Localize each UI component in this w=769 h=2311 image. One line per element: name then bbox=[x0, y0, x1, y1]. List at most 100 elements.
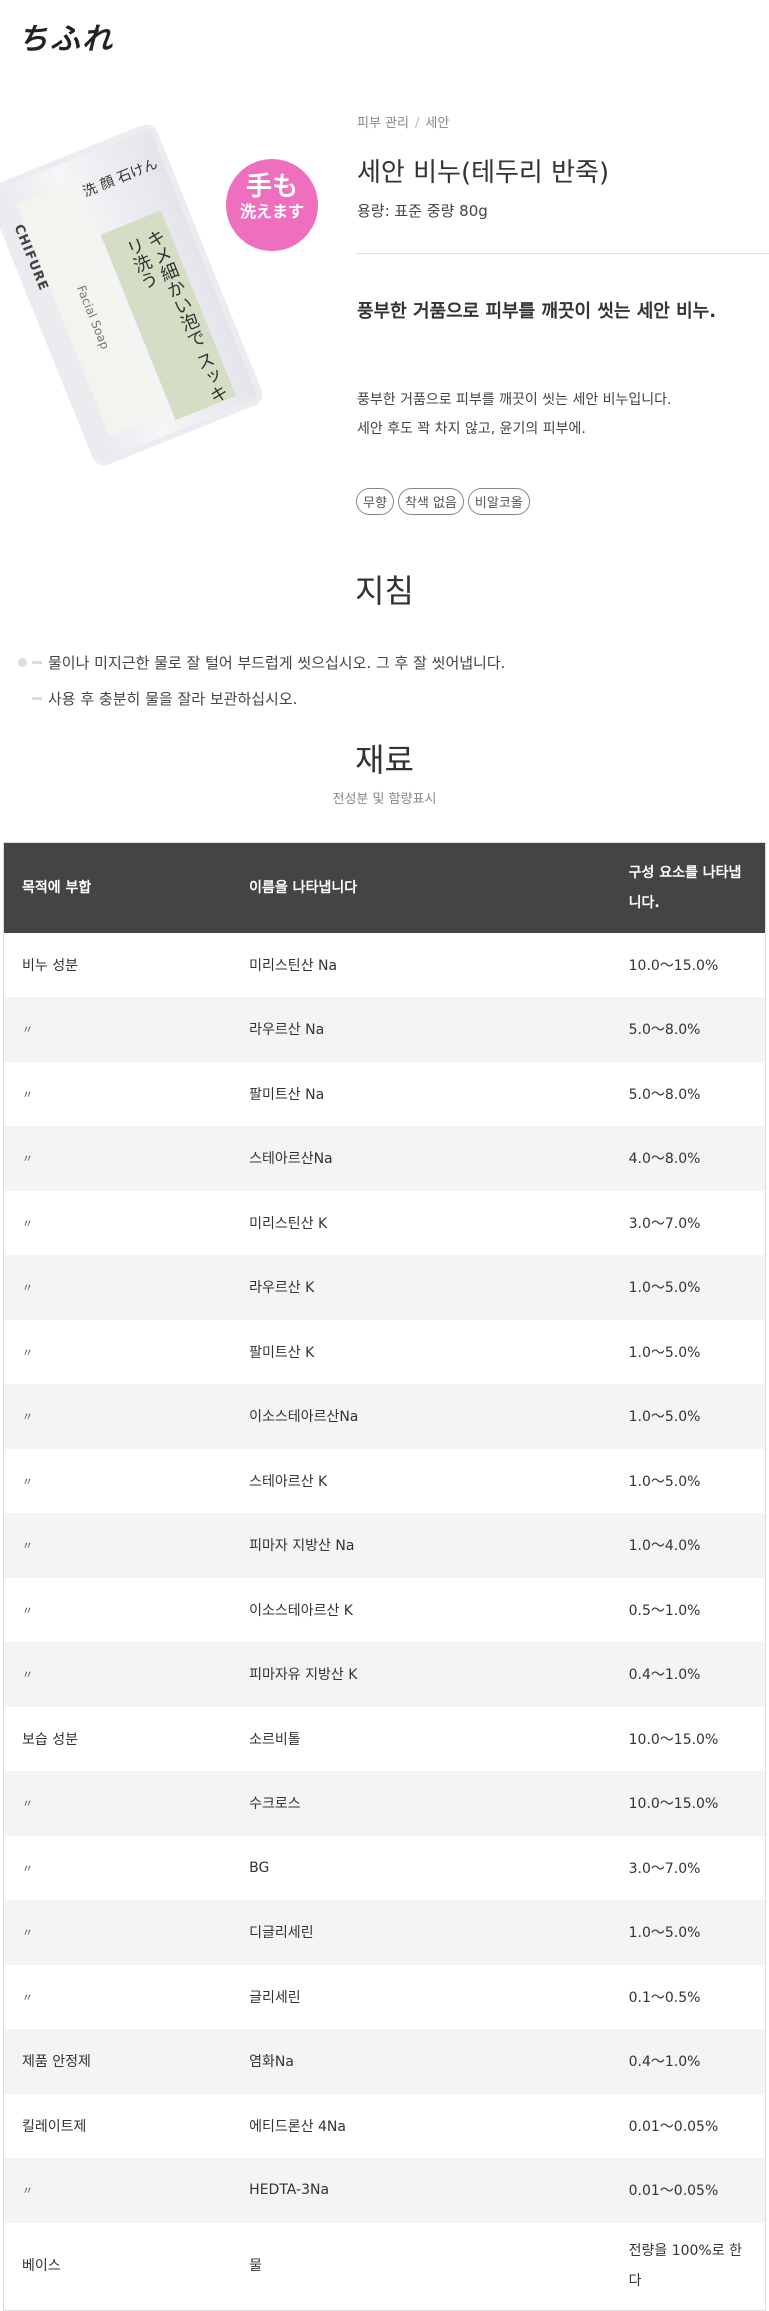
table-row: 보습 성분 소르비톨 10.0～15.0% bbox=[4, 1707, 766, 1772]
table-row: 킬레이트제 에티드론산 4Na 0.01～0.05% bbox=[4, 2094, 766, 2159]
instruction-item: 사용 후 충분히 물을 잘라 보관하십시오. bbox=[32, 688, 297, 709]
badge-line2: 洗えます bbox=[239, 202, 304, 221]
content-cell: 1.0～5.0% bbox=[610, 1255, 766, 1320]
purpose-cell: 〃 bbox=[22, 1990, 33, 2004]
tag-list: 무향 착색 없음 비알코올 bbox=[356, 488, 530, 515]
content-cell: 1.0～5.0% bbox=[610, 1900, 766, 1965]
name-cell: BG bbox=[249, 1859, 270, 1876]
ingredients-subtitle: 전성분 및 함량표시 bbox=[332, 792, 437, 807]
purpose-cell: 〃 bbox=[22, 1474, 33, 1488]
purpose-cell: 〃 bbox=[3, 1513, 232, 1578]
content-cell: 0.1～0.5% bbox=[628, 1989, 701, 2006]
content-cell: 0.01～0.05% bbox=[610, 2158, 766, 2223]
table-row: 〃 팔미트산 Na 5.0～8.0% bbox=[4, 1062, 766, 1127]
name-cell: 팔미트산 K bbox=[249, 1344, 315, 1361]
content-cell: 1.0～5.0% bbox=[628, 1344, 701, 1361]
purpose-cell: 〃 bbox=[3, 1255, 232, 1320]
breadcrumb-separator: / bbox=[414, 116, 420, 131]
hands-badge: 手も 洗えます bbox=[226, 159, 318, 251]
purpose-cell: 〃 bbox=[22, 1345, 33, 1359]
product-description: 풍부한 거품으로 피부를 깨끗이 씻는 세안 비누입니다. 세안 후도 꽉 차지… bbox=[357, 386, 737, 444]
content-cell: 전량을 100%로 한다 bbox=[628, 2243, 742, 2290]
purpose-cell: 〃 bbox=[3, 1384, 232, 1449]
instruction-text: 물이나 미지근한 물로 잘 털어 부드럽게 씻으십시오. 그 후 잘 씻어냅니다… bbox=[48, 654, 506, 672]
table-row: 〃 이소스테아르산Na 1.0～5.0% bbox=[3, 1384, 766, 1449]
dash-icon bbox=[32, 697, 42, 700]
brand-logo[interactable]: ちふれ bbox=[18, 22, 114, 57]
name-cell: 피마자 지방산 Na bbox=[231, 1513, 611, 1578]
breadcrumb-item[interactable]: 피부 관리 bbox=[357, 116, 409, 131]
breadcrumb: 피부 관리 / 세안 bbox=[357, 112, 449, 131]
name-cell: 라우르산 K bbox=[231, 1255, 611, 1320]
name-cell: 물 bbox=[249, 2258, 263, 2275]
name-cell: 피마자유 지방산 K bbox=[231, 1642, 611, 1707]
purpose-cell: 〃 bbox=[3, 997, 232, 1062]
tag: 비알코올 bbox=[467, 488, 530, 515]
divider bbox=[356, 253, 769, 254]
dash-icon bbox=[32, 661, 42, 664]
table-row: 〃 팔미트산 K 1.0～5.0% bbox=[4, 1320, 766, 1385]
name-cell: 스테아르산Na bbox=[231, 1126, 611, 1191]
table-header-row: 목적에 부합 이름을 나타냅니다 구성 요소를 나타냅니다. bbox=[3, 842, 766, 933]
instruction-item: 물이나 미지근한 물로 잘 털어 부드럽게 씻으십시오. 그 후 잘 씻어냅니다… bbox=[18, 652, 505, 673]
instructions-title: 지침 bbox=[355, 572, 414, 610]
table-row: 〃 라우르산 K 1.0～5.0% bbox=[3, 1255, 766, 1320]
table-row: 〃 HEDTA-3Na 0.01～0.05% bbox=[3, 2158, 766, 2223]
name-cell: 글리세린 bbox=[249, 1989, 301, 2006]
name-cell: 수크로스 bbox=[231, 1771, 611, 1836]
table-row: 〃 라우르산 Na 5.0～8.0% bbox=[3, 997, 766, 1062]
table-row: 〃 피마자 지방산 Na 1.0～4.0% bbox=[3, 1513, 766, 1578]
purpose-cell: 비누 성분 bbox=[22, 957, 78, 974]
content-cell: 3.0～7.0% bbox=[628, 1215, 701, 1232]
table-row: 제품 안정제 염화Na 0.4～1.0% bbox=[3, 2029, 766, 2094]
table-row: 〃 글리세린 0.1～0.5% bbox=[4, 1965, 766, 2030]
content-cell: 1.0～4.0% bbox=[610, 1513, 766, 1578]
purpose-cell: 보습 성분 bbox=[22, 1731, 78, 1748]
purpose-cell: 킬레이트제 bbox=[22, 2118, 87, 2135]
purpose-cell: 〃 bbox=[22, 1861, 33, 1875]
name-cell: 스테아르산 K bbox=[249, 1473, 328, 1490]
name-cell: 염화Na bbox=[231, 2029, 611, 2094]
product-title: 세안 비누(테두리 반죽) bbox=[357, 158, 610, 188]
header-content: 구성 요소를 나타냅니다. bbox=[610, 842, 766, 933]
table-row: 〃 스테아르산 K 1.0～5.0% bbox=[4, 1449, 766, 1514]
package-label: 洗 顔 石けん bbox=[80, 156, 160, 201]
header-name: 이름을 나타냅니다 bbox=[231, 842, 611, 933]
name-cell: 라우르산 Na bbox=[231, 997, 611, 1062]
table-row: 〃 수크로스 10.0～15.0% bbox=[3, 1771, 766, 1836]
table-row: 〃 스테아르산Na 4.0～8.0% bbox=[3, 1126, 766, 1191]
content-cell: 3.0～7.0% bbox=[628, 1860, 701, 1877]
table-row: 비누 성분 미리스틴산 Na 10.0～15.0% bbox=[4, 933, 766, 998]
content-cell: 0.5～1.0% bbox=[628, 1602, 701, 1619]
table-row: 베이스 물 전량을 100%로 한다 bbox=[4, 2223, 766, 2311]
name-cell: 디글리세린 bbox=[231, 1900, 611, 1965]
content-cell: 5.0～8.0% bbox=[610, 997, 766, 1062]
name-cell: 팔미트산 Na bbox=[249, 1086, 325, 1103]
name-cell: HEDTA-3Na bbox=[231, 2158, 611, 2223]
content-cell: 10.0～15.0% bbox=[628, 1731, 719, 1748]
breadcrumb-item[interactable]: 세안 bbox=[425, 116, 450, 131]
ingredients-title: 재료 bbox=[355, 741, 414, 779]
name-cell: 미리스틴산 Na bbox=[249, 957, 338, 974]
purpose-cell: 〃 bbox=[3, 1900, 232, 1965]
content-cell: 0.01～0.05% bbox=[628, 2118, 719, 2135]
purpose-cell: 베이스 bbox=[22, 2258, 61, 2275]
name-cell: 에티드론산 4Na bbox=[249, 2118, 346, 2135]
tag: 무향 bbox=[356, 488, 394, 515]
table-row: 〃 BG 3.0～7.0% bbox=[4, 1836, 766, 1901]
purpose-cell: 〃 bbox=[22, 1087, 33, 1101]
name-cell: 소르비톨 bbox=[249, 1731, 301, 1748]
bullet-icon bbox=[18, 658, 27, 667]
table-row: 〃 디글리세린 1.0～5.0% bbox=[3, 1900, 766, 1965]
header-purpose: 목적에 부합 bbox=[3, 842, 232, 933]
purpose-cell: 〃 bbox=[3, 2158, 232, 2223]
content-cell: 10.0～15.0% bbox=[610, 1771, 766, 1836]
content-cell: 0.4～1.0% bbox=[610, 1642, 766, 1707]
content-cell: 10.0～15.0% bbox=[628, 957, 719, 974]
purpose-cell: 〃 bbox=[3, 1642, 232, 1707]
name-cell: 이소스테아르산Na bbox=[231, 1384, 611, 1449]
product-image: CHIFURE 洗 顔 石けん キメ細かい泡で スッキリ洗う Facial So… bbox=[0, 128, 259, 462]
name-cell: 미리스틴산 K bbox=[249, 1215, 328, 1232]
purpose-cell: 〃 bbox=[3, 1126, 232, 1191]
